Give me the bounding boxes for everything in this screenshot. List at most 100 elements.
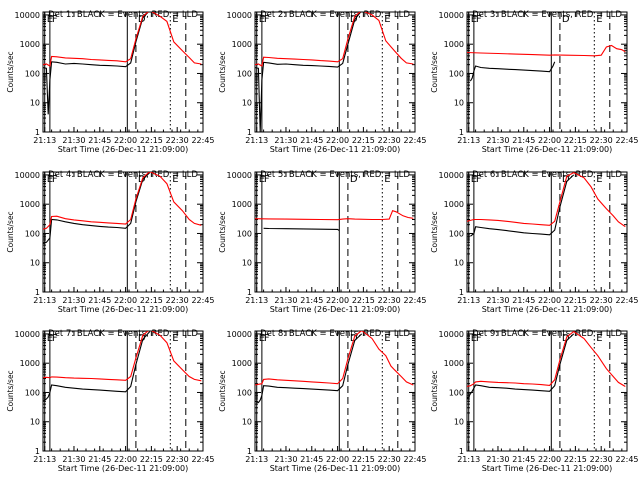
x-tick-label: 22:45 — [403, 455, 426, 464]
x-tick-label: 21:30 — [274, 136, 297, 145]
x-tick-label: 22:00 — [114, 455, 137, 464]
x-tick-label: 21:45 — [512, 296, 535, 305]
series-lld-line — [467, 172, 626, 228]
series-group — [467, 331, 626, 400]
x-tick-label: 22:45 — [191, 136, 214, 145]
event-marker-label: F — [52, 174, 58, 185]
y-tick-label: 100 — [237, 229, 252, 238]
series-events-line — [470, 174, 575, 237]
plot-frame — [42, 330, 204, 452]
plot-panel-det-8: Det 8: BLACK = Events, RED = LLD 1 10 100 10… — [218, 329, 427, 473]
x-tick-label: 22:45 — [403, 296, 426, 305]
y-tick-label: 1000 — [20, 200, 40, 209]
y-tick-label: 1 — [247, 128, 252, 137]
plot-panel-det-5: Det 5: BLACK = Events, RED = LLD 1 10 100 10… — [218, 170, 427, 314]
plot-frame — [42, 11, 204, 133]
plot-title: Det 5: BLACK = Events, RED = LLD — [260, 170, 410, 180]
y-tick-label: 100 — [237, 69, 252, 78]
x-tick-label: 22:30 — [590, 136, 613, 145]
series-group — [43, 331, 202, 402]
series-group — [467, 44, 626, 82]
series-group — [43, 172, 202, 245]
series-events-line — [43, 331, 151, 402]
x-axis-label: Start Time (26-Dec-11 21:09:00) — [482, 305, 613, 314]
x-tick-label: 21:30 — [486, 136, 509, 145]
event-marker-label: E — [172, 174, 178, 185]
x-tick-label: 22:45 — [615, 136, 638, 145]
plot-title: Det 8: BLACK = Events, RED = LLD — [260, 329, 410, 339]
series-group — [255, 210, 414, 232]
y-tick-label: 1 — [247, 447, 252, 456]
x-tick-label: 22:30 — [166, 296, 189, 305]
plot-frame — [466, 171, 628, 293]
y-tick-label: 1 — [459, 128, 464, 137]
x-tick-label: 22:15 — [564, 136, 587, 145]
y-axis-label: Counts/sec — [430, 51, 439, 92]
y-tick-label: 1000 — [444, 200, 464, 209]
plot-panel-det-4: Det 4: BLACK = Events, RED = LLD 1 10 100 10… — [6, 170, 215, 314]
series-lld-line — [467, 331, 626, 388]
y-tick-label: 1000 — [20, 359, 40, 368]
x-tick-label: 21:45 — [88, 136, 111, 145]
x-tick-label: 21:13 — [245, 455, 268, 464]
y-tick-label: 100 — [25, 388, 40, 397]
y-tick-label: 10 — [30, 418, 40, 427]
y-axis-label: Counts/sec — [6, 370, 15, 411]
plot-frame — [254, 171, 416, 293]
x-tick-label: 21:13 — [245, 136, 268, 145]
x-tick-label: 22:30 — [166, 455, 189, 464]
x-tick-label: 21:30 — [274, 296, 297, 305]
x-axis-label: Start Time (26-Dec-11 21:09:00) — [58, 145, 189, 154]
x-tick-label: 22:30 — [166, 136, 189, 145]
event-marker-label: F — [264, 14, 270, 25]
y-tick-label: 100 — [25, 229, 40, 238]
x-tick-label: 22:15 — [140, 455, 163, 464]
series-lld-line — [43, 12, 202, 67]
series-events-line — [263, 227, 340, 232]
y-tick-label: 10000 — [15, 11, 40, 20]
x-axis-label: Start Time (26-Dec-11 21:09:00) — [58, 464, 189, 473]
series-lld-line — [255, 12, 414, 67]
x-tick-label: 21:45 — [300, 136, 323, 145]
x-axis-label: Start Time (26-Dec-11 21:09:00) — [58, 305, 189, 314]
y-tick-label: 10 — [242, 99, 252, 108]
x-tick-label: 22:00 — [538, 136, 561, 145]
x-tick-label: 21:30 — [486, 455, 509, 464]
plot-title: Det 7: BLACK = Events, RED = LLD — [48, 329, 198, 339]
event-marker-label: F — [264, 174, 270, 185]
x-tick-label: 22:30 — [378, 296, 401, 305]
event-marker-label: E — [384, 174, 390, 185]
x-tick-label: 21:30 — [486, 296, 509, 305]
x-tick-label: 22:00 — [326, 455, 349, 464]
y-axis-label: Counts/sec — [430, 211, 439, 252]
y-tick-label: 1 — [459, 288, 464, 297]
event-marker-label: E — [596, 14, 602, 25]
plot-frame — [42, 171, 204, 293]
series-lld-line — [255, 210, 414, 221]
y-tick-label: 10000 — [15, 171, 40, 180]
x-axis-label: Start Time (26-Dec-11 21:09:00) — [270, 305, 401, 314]
y-tick-label: 1000 — [232, 40, 252, 49]
event-marker-label: F — [476, 174, 482, 185]
event-marker-label: F — [52, 333, 58, 344]
y-tick-label: 10000 — [439, 11, 464, 20]
y-tick-label: 10 — [242, 259, 252, 268]
y-tick-label: 1 — [35, 288, 40, 297]
event-marker-label: E — [596, 333, 602, 344]
x-tick-label: 21:30 — [62, 136, 85, 145]
x-tick-label: 22:45 — [403, 136, 426, 145]
x-tick-label: 22:15 — [140, 296, 163, 305]
series-group — [255, 331, 414, 404]
y-tick-label: 100 — [25, 69, 40, 78]
event-marker-label: F — [264, 333, 270, 344]
y-tick-label: 100 — [449, 229, 464, 238]
y-axis-label: Counts/sec — [218, 51, 227, 92]
y-tick-label: 10000 — [439, 171, 464, 180]
y-tick-label: 1 — [459, 447, 464, 456]
x-tick-label: 22:30 — [378, 136, 401, 145]
y-tick-label: 100 — [449, 69, 464, 78]
y-tick-label: 1000 — [232, 359, 252, 368]
x-axis-label: Start Time (26-Dec-11 21:09:00) — [270, 145, 401, 154]
plot-frame — [254, 11, 416, 133]
